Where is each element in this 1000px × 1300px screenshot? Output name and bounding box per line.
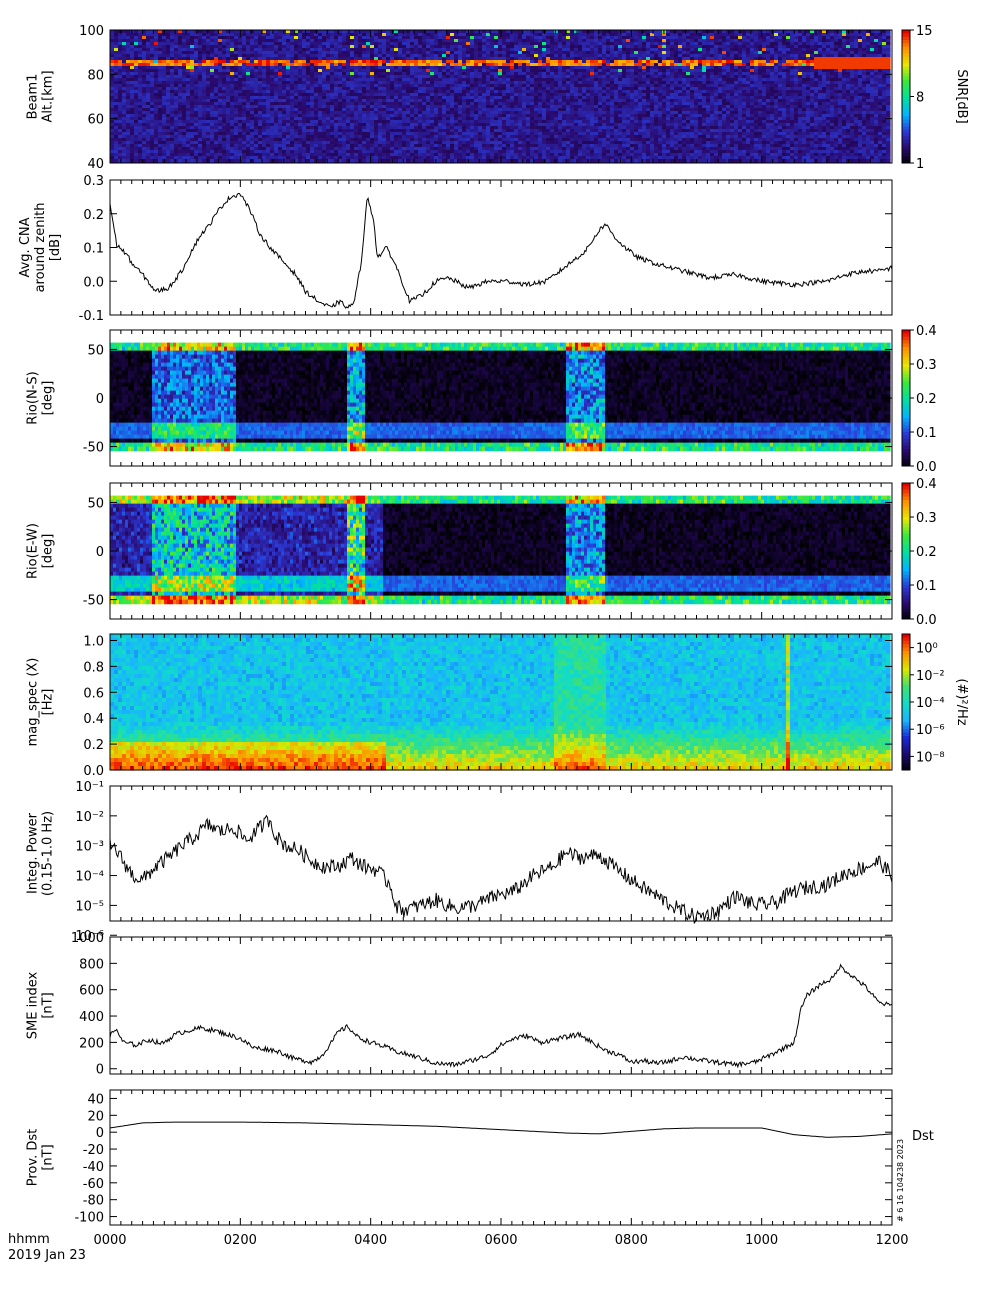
heatmap-cell — [254, 159, 259, 163]
heatmap-cell — [206, 159, 211, 163]
heatmap-cell — [526, 159, 531, 163]
heatmap-cell — [398, 159, 403, 163]
heatmap-cell — [154, 159, 159, 163]
heatmap-cell — [402, 159, 407, 163]
heatmap-cell — [166, 159, 171, 163]
heatmap-cell — [422, 159, 427, 163]
heatmap-cell — [158, 159, 163, 163]
heatmap-cell — [122, 159, 127, 163]
heatmap-cell — [366, 159, 371, 163]
heatmap-cell — [278, 159, 283, 163]
heatmap-cell — [306, 159, 311, 163]
heatmap-cell — [146, 159, 151, 163]
heatmap-cell — [470, 159, 475, 163]
heatmap-cell — [186, 159, 191, 163]
heatmap-cell — [494, 159, 499, 163]
heatmap-cell — [246, 159, 251, 163]
heatmap-cell — [474, 159, 479, 163]
heatmap-cell — [190, 159, 195, 163]
heatmap-cell — [338, 159, 343, 163]
heatmap-cell — [318, 159, 323, 163]
heatmap-cell — [194, 159, 199, 163]
heatmap-cell — [546, 159, 551, 163]
heatmap-cell — [498, 159, 503, 163]
heatmap-cell — [290, 159, 295, 163]
heatmap-cell — [514, 159, 519, 163]
heatmap-cell — [554, 159, 559, 163]
heatmap-cell — [430, 159, 435, 163]
heatmap-cell — [242, 159, 247, 163]
heatmap-cell — [558, 159, 563, 163]
heatmap-cell — [478, 159, 483, 163]
heatmap-cell — [438, 159, 443, 163]
heatmap-cell — [534, 159, 539, 163]
heatmap-cell — [518, 159, 523, 163]
heatmap-cell — [426, 159, 431, 163]
heatmap-cell — [202, 159, 207, 163]
heatmap-cell — [170, 159, 175, 163]
heatmap-cell — [326, 159, 331, 163]
heatmap-cell — [286, 159, 291, 163]
heatmap-cell — [482, 159, 487, 163]
heatmap-cell — [198, 159, 203, 163]
heatmap-cell — [458, 159, 463, 163]
heatmap-cell — [382, 159, 387, 163]
heatmap-cell — [222, 159, 227, 163]
heatmap-cell — [362, 159, 367, 163]
heatmap-cell — [414, 159, 419, 163]
heatmap-cell — [130, 159, 135, 163]
heatmap-cell — [134, 159, 139, 163]
heatmap-cell — [550, 159, 555, 163]
heatmap-cell — [322, 159, 327, 163]
heatmap-cell — [126, 159, 131, 163]
heatmap-cell — [266, 159, 271, 163]
heatmap-cell — [114, 159, 119, 163]
heatmap-cell — [262, 159, 267, 163]
heatmap-cell — [450, 159, 455, 163]
heatmap-cell — [210, 159, 215, 163]
heatmap-cell — [214, 159, 219, 163]
heatmap-cell — [490, 159, 495, 163]
heatmap-cell — [502, 159, 507, 163]
heatmap-cell — [118, 159, 123, 163]
heatmap-cell — [350, 159, 355, 163]
heatmap-cell — [230, 159, 235, 163]
heatmap-cell — [538, 159, 543, 163]
heatmap-cell — [354, 159, 359, 163]
heatmap-cell — [406, 159, 411, 163]
heatmap-cell — [342, 159, 347, 163]
heatmap-cell — [462, 159, 467, 163]
heatmap-cell — [178, 159, 183, 163]
heatmap-cell — [250, 159, 255, 163]
heatmap-cell — [330, 159, 335, 163]
heatmap-cell — [506, 159, 511, 163]
heatmap-cell — [298, 159, 303, 163]
heatmap-cell — [274, 159, 279, 163]
heatmap-cell — [394, 159, 399, 163]
heatmap-cell — [374, 159, 379, 163]
heatmap-cell — [138, 159, 143, 163]
panel-1-heatmap — [110, 30, 891, 163]
heatmap-cell — [442, 159, 447, 163]
heatmap-cell — [234, 159, 239, 163]
heatmap-cell — [110, 159, 115, 163]
heatmap-cell — [282, 159, 287, 163]
heatmap-cell — [386, 159, 391, 163]
heatmap-cell — [346, 159, 351, 163]
heatmap-cell — [418, 159, 423, 163]
heatmap-cell — [310, 159, 315, 163]
heatmap-cell — [270, 159, 275, 163]
